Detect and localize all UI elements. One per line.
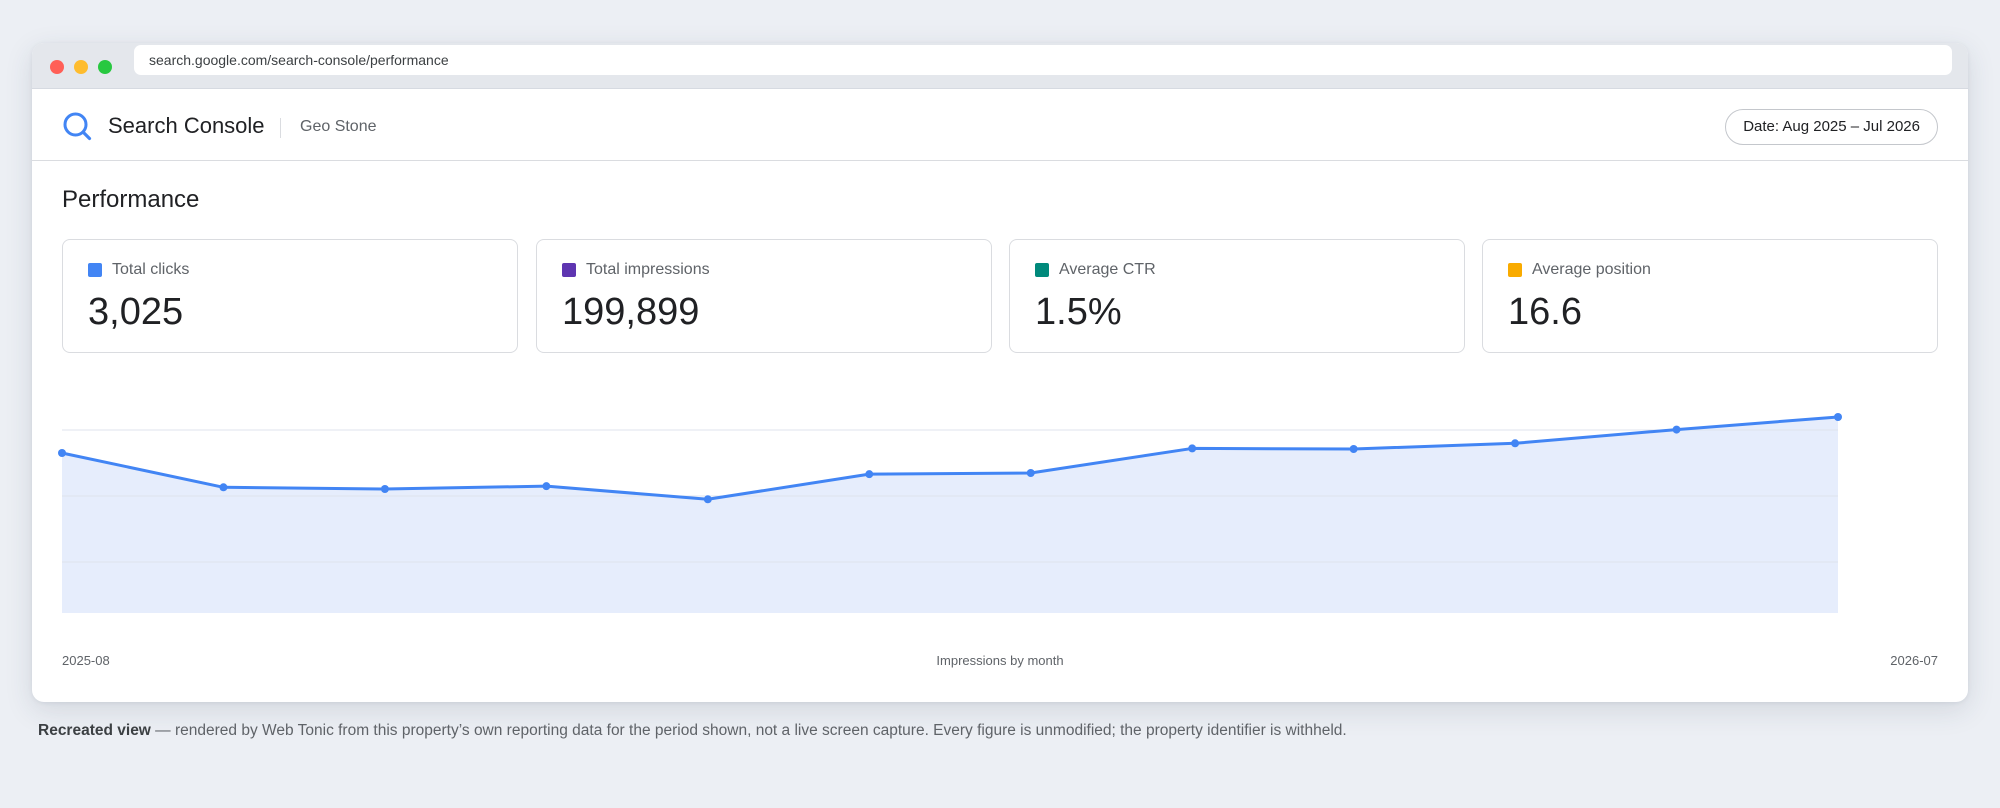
metric-swatch (88, 263, 102, 277)
date-range-button[interactable]: Date: Aug 2025 – Jul 2026 (1725, 109, 1938, 145)
metric-label: Total clicks (112, 261, 190, 278)
close-window-dot[interactable] (50, 60, 64, 74)
footnote: Recreated view — rendered by Web Tonic f… (38, 722, 1347, 740)
data-point-2025-08[interactable] (58, 449, 66, 457)
chart-caption: Impressions by month (936, 653, 1064, 668)
app-header: Search Console Geo Stone Date: Aug 2025 … (32, 89, 1968, 161)
footnote-lead: Recreated view (38, 722, 151, 739)
data-point-2025-09[interactable] (219, 483, 228, 492)
impressions-area (62, 417, 1838, 613)
metric-label: Total impressions (586, 261, 710, 278)
data-point-2026-02[interactable] (1026, 469, 1035, 477)
metric-swatch (1508, 263, 1522, 277)
metric-card-average-ctr[interactable]: Average CTR 1.5% (1009, 239, 1465, 353)
address-bar[interactable]: search.google.com/search-console/perform… (134, 45, 1952, 75)
browser-window: search.google.com/search-console/perform… (32, 43, 1968, 702)
browser-chrome: search.google.com/search-console/perform… (32, 43, 1968, 89)
data-point-2025-10[interactable] (380, 485, 389, 493)
metric-value: 1.5% (1035, 291, 1122, 333)
metric-label: Average position (1532, 261, 1651, 278)
data-point-2026-06[interactable] (1672, 425, 1681, 434)
metric-label: Average CTR (1059, 261, 1156, 278)
data-point-2026-05[interactable] (1511, 439, 1520, 448)
footnote-text: — rendered by Web Tonic from this proper… (150, 722, 1347, 739)
maximize-window-dot[interactable] (98, 60, 112, 74)
data-point-2026-04[interactable] (1349, 445, 1358, 453)
property-name[interactable]: Geo Stone (300, 118, 377, 135)
metric-value: 3,025 (88, 291, 184, 333)
minimize-window-dot[interactable] (74, 60, 88, 74)
metric-value: 199,899 (562, 291, 700, 333)
metric-swatch (1035, 263, 1049, 277)
search-console-logo-icon (63, 112, 92, 141)
metric-value: 16.6 (1508, 291, 1582, 333)
x-axis-end-label: 2026-07 (1890, 653, 1938, 668)
impressions-chart (58, 413, 1842, 613)
data-point-2025-12[interactable] (703, 495, 712, 504)
data-point-2026-07[interactable] (1834, 413, 1842, 421)
data-point-2025-11[interactable] (542, 482, 551, 491)
metric-card-total-impressions[interactable]: Total impressions 199,899 (536, 239, 992, 353)
metric-card-total-clicks[interactable]: Total clicks 3,025 (62, 239, 518, 353)
data-point-2026-03[interactable] (1188, 444, 1197, 453)
metric-card-average-position[interactable]: Average position 16.6 (1482, 239, 1938, 353)
impressions-line (61, 415, 1839, 501)
metric-swatch (562, 263, 576, 277)
header-divider (280, 118, 281, 138)
product-name: Search Console (108, 113, 265, 138)
x-axis-start-label: 2025-08 (62, 653, 110, 668)
data-point-2026-01[interactable] (865, 470, 874, 479)
page-title: Performance (62, 186, 200, 213)
